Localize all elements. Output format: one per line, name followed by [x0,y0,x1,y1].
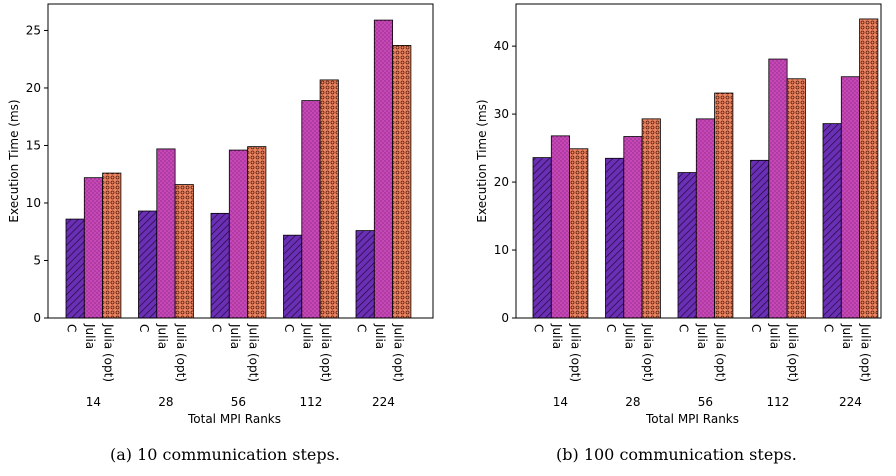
bar-label-julia-14: Julia [550,323,564,349]
y-tick-label-0: 0 [33,311,41,325]
x-axis-title: Total MPI Ranks [645,412,739,426]
bar-label-julia-112: Julia [300,323,314,349]
bar-c-28 [605,157,625,319]
group-label-28: 28 [625,395,640,409]
bar-julia-56 [228,149,249,319]
bar-label-c-14: C [65,324,79,332]
bar-label-julia-224: Julia [373,323,387,349]
panel-b: C Julia Julia (opt)14C Julia Julia (opt)28C J… [475,3,882,426]
bar-label-c-112: C [282,324,296,332]
bar-julia-28 [156,148,176,319]
bar-label-julia-opt-224: Julia (opt) [858,323,872,382]
bar-c-224 [822,123,842,319]
y-tick-label-15: 15 [26,138,41,152]
bar-c-112 [283,234,303,319]
bar-julia-opt-28 [174,184,194,319]
y-tick-label-10: 10 [26,196,41,210]
bar-label-c-56: C [210,324,224,332]
bar-label-julia-opt-56: Julia (opt) [246,323,260,382]
bar-c-112 [750,159,770,319]
group-label-112: 112 [766,395,789,409]
bar-label-julia-opt-112: Julia (opt) [319,323,333,382]
bar-label-julia-28: Julia [155,323,169,349]
y-tick-label-25: 25 [26,23,41,37]
bar-julia-56 [695,118,715,319]
y-tick-label-30: 30 [494,107,509,121]
y-axis-title: Execution Time (ms) [7,99,21,222]
y-tick-label-20: 20 [494,175,509,189]
bar-label-c-224: C [822,324,836,332]
bar-label-c-14: C [532,324,546,332]
bar-label-julia-opt-224: Julia (opt) [391,323,405,382]
bar-julia-opt-112 [786,78,806,319]
bar-julia-opt-56 [714,92,734,319]
bar-label-julia-opt-28: Julia (opt) [174,323,188,382]
y-axis-title: Execution Time (ms) [475,99,489,222]
caption-b: (b) 100 communication steps. [556,445,797,464]
bar-julia-14 [550,135,570,319]
bar-julia-112 [301,100,321,319]
group-label-224: 224 [839,395,862,409]
bar-julia-opt-28 [641,118,661,319]
bar-julia-224 [840,76,860,319]
y-tick-label-40: 40 [494,39,509,53]
bar-label-julia-224: Julia [840,323,854,349]
group-label-28: 28 [158,395,173,409]
bar-c-224 [355,230,375,319]
bar-c-14 [532,157,552,319]
x-axis-title: Total MPI Ranks [187,412,281,426]
bar-julia-opt-14 [569,148,589,319]
bar-label-julia-112: Julia [767,323,781,349]
bar-label-julia-opt-14: Julia (opt) [101,323,115,382]
bar-label-julia-opt-14: Julia (opt) [568,323,582,382]
bar-c-14 [65,218,85,319]
bar-label-c-56: C [677,324,691,332]
plot-frame [515,3,882,319]
bar-c-56 [210,212,230,319]
bar-julia-224 [373,19,393,319]
bar-label-c-224: C [355,324,369,332]
bar-julia-opt-224 [392,45,412,319]
bar-label-julia-opt-112: Julia (opt) [786,323,800,382]
bar-label-julia-opt-28: Julia (opt) [641,323,655,382]
group-label-14: 14 [553,395,568,409]
group-label-56: 56 [231,395,246,409]
y-tick-label-10: 10 [494,243,509,257]
bar-label-julia-28: Julia [622,323,636,349]
y-tick-label-0: 0 [501,311,509,325]
bar-c-56 [677,172,697,319]
caption-a: (a) 10 communication steps. [110,445,340,464]
bar-label-julia-14: Julia [83,323,97,349]
bar-label-c-28: C [137,324,151,332]
y-tick-label-5: 5 [33,253,41,267]
bar-julia-112 [768,58,788,319]
group-label-56: 56 [698,395,713,409]
bar-label-c-28: C [604,324,618,332]
y-tick-label-20: 20 [26,81,41,95]
bar-julia-opt-14 [102,172,122,319]
bar-julia-opt-224 [859,18,879,319]
group-label-112: 112 [299,395,322,409]
bar-label-julia-56: Julia [695,323,709,349]
bar-julia-14 [83,177,104,319]
bar-julia-28 [623,136,643,319]
bar-label-julia-opt-56: Julia (opt) [713,323,727,382]
bar-julia-opt-56 [247,146,267,319]
group-label-14: 14 [86,395,101,409]
group-label-224: 224 [372,395,395,409]
panel-a: C Julia Julia (opt)14C Julia Julia (opt)28C J… [7,3,434,426]
plot-frame [47,3,434,319]
bar-julia-opt-112 [319,79,339,319]
bar-c-28 [138,210,158,319]
bar-label-julia-56: Julia [228,323,242,349]
bar-label-c-112: C [749,324,763,332]
